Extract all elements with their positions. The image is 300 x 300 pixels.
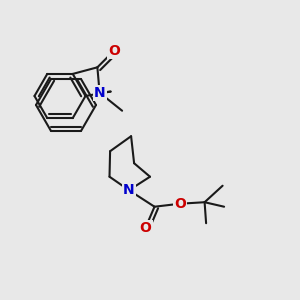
Text: O: O — [174, 197, 186, 211]
Text: N: N — [123, 183, 135, 197]
Text: O: O — [140, 221, 152, 235]
Text: N: N — [123, 183, 135, 197]
Text: O: O — [108, 44, 120, 58]
Text: N: N — [94, 86, 105, 100]
Text: N: N — [94, 86, 105, 100]
Text: O: O — [140, 221, 152, 235]
Text: O: O — [108, 44, 120, 58]
Text: O: O — [174, 197, 186, 211]
